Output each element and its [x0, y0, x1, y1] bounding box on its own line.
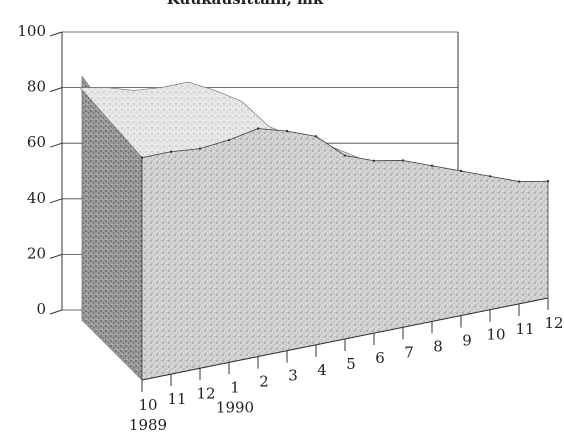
x-tick-label: 10 — [138, 396, 157, 414]
y-tick-mark — [49, 198, 63, 204]
data-point-11 — [459, 169, 463, 173]
y-tick-mark — [49, 253, 63, 259]
y-tick-label: 40 — [27, 189, 46, 207]
y-tick-label: 100 — [17, 22, 46, 40]
area-solid — [79, 75, 550, 381]
x-tick-label: 4 — [317, 361, 327, 379]
x-tick-label: 2 — [259, 373, 269, 391]
y-axis: 0 20 40 60 80 100 — [17, 22, 63, 318]
x-tick-label: 12 — [544, 314, 563, 332]
data-point-12 — [488, 175, 492, 178]
data-point-1 — [169, 150, 173, 153]
data-point-7 — [343, 154, 347, 157]
x-tick-label: 9 — [462, 332, 472, 350]
x-tick-label: 5 — [346, 355, 356, 373]
area-front-face — [141, 128, 549, 381]
x-tick-label: 3 — [288, 367, 298, 385]
data-point-9 — [401, 159, 405, 162]
data-point-10 — [430, 164, 434, 167]
y-tick-label: 20 — [27, 244, 46, 262]
y-tick-label: 60 — [27, 133, 46, 151]
data-point-6 — [314, 135, 318, 138]
x-tick-label: 8 — [433, 337, 443, 355]
data-point-2 — [198, 147, 202, 150]
chart-title: Kuukausittain, mk — [167, 0, 324, 8]
data-point-4 — [256, 127, 260, 130]
x-tick-label: 10 — [486, 326, 505, 344]
x-tick-label: 6 — [375, 349, 385, 367]
data-point-8 — [372, 159, 376, 162]
data-point-14 — [546, 180, 550, 183]
y-tick-mark — [49, 31, 63, 37]
y-tick-mark — [49, 309, 63, 315]
x-year-label: 1989 — [129, 416, 167, 434]
data-point-13 — [517, 180, 521, 183]
x-tick-label: 11 — [167, 390, 186, 408]
x-tick-label: 11 — [515, 320, 534, 338]
y-tick-label: 0 — [36, 300, 46, 318]
x-year-label: 1990 — [216, 398, 254, 416]
y-tick-mark — [49, 87, 63, 93]
data-point-0 — [140, 156, 144, 159]
data-point-5 — [285, 129, 289, 133]
data-point-3 — [227, 138, 231, 142]
x-tick-label: 1 — [230, 378, 240, 396]
x-tick-label: 7 — [404, 343, 414, 361]
y-tick-mark — [49, 142, 63, 148]
x-tick-label: 12 — [196, 384, 215, 402]
y-tick-label: 80 — [27, 78, 46, 96]
